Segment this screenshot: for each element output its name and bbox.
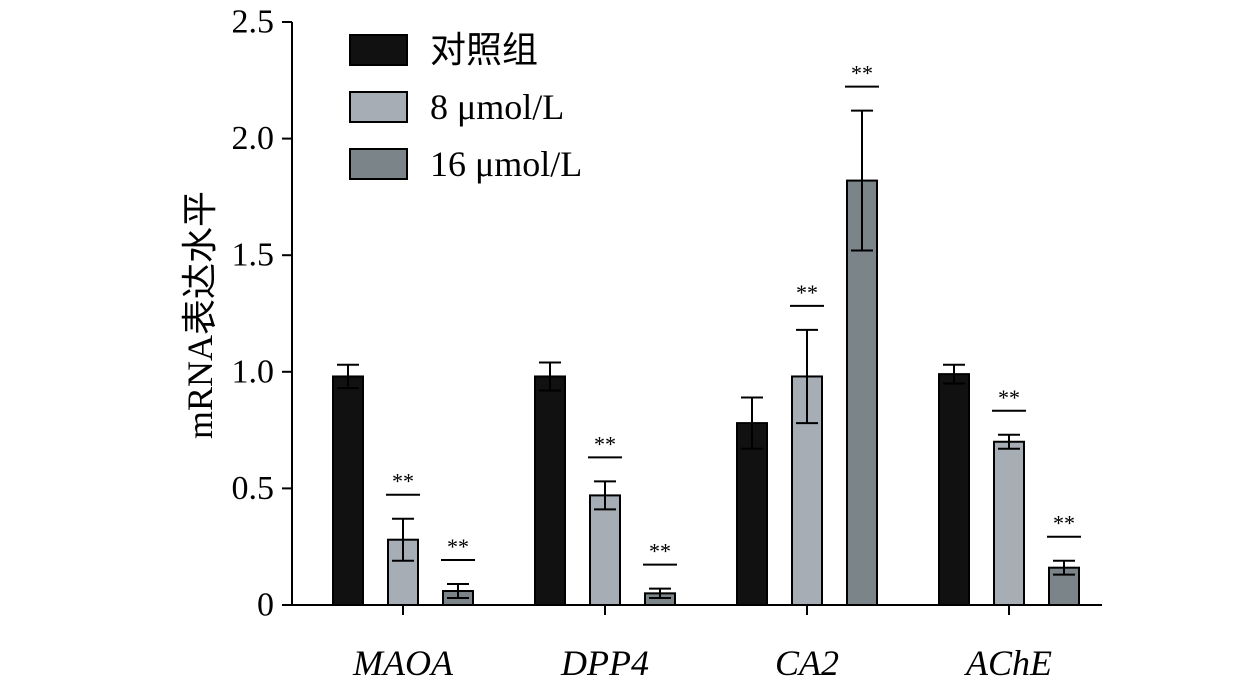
y-tick-label: 2.0 xyxy=(232,120,275,157)
bars: ** ** ** ** ** ** ** ** xyxy=(332,61,1081,607)
legend-swatch xyxy=(349,91,408,123)
bar xyxy=(993,440,1025,607)
significance-label: ** xyxy=(998,385,1020,410)
bar xyxy=(938,373,970,606)
y-tick-label: 2.5 xyxy=(232,4,275,41)
legend-label: 16 μmol/L xyxy=(430,144,582,184)
significance-label: ** xyxy=(796,280,818,305)
significance-label: ** xyxy=(851,61,873,86)
significance-label: ** xyxy=(392,469,414,494)
significance-label: ** xyxy=(594,431,616,456)
y-tick-label: 0 xyxy=(257,587,274,624)
y-tick-label: 1.0 xyxy=(232,353,275,390)
bar xyxy=(736,422,768,606)
legend: 对照组 8 μmol/L 16 μmol/L xyxy=(349,30,582,184)
y-tick-label: 0.5 xyxy=(232,470,275,507)
bar xyxy=(332,375,364,606)
legend-swatch xyxy=(349,148,408,180)
legend-label: 对照组 xyxy=(430,30,538,70)
x-tick-label: DPP4 xyxy=(560,643,649,683)
significance-label: ** xyxy=(447,534,469,559)
significance-label: ** xyxy=(1053,511,1075,536)
bar xyxy=(589,494,621,606)
y-axis-label: mRNA表达水平 xyxy=(180,191,220,439)
axes: 0 0.5 1.0 1.5 2.0 2.5 MAOA DPP4 CA2 AChE xyxy=(232,4,1102,683)
bar xyxy=(534,375,566,606)
bar xyxy=(791,375,823,606)
legend-label: 8 μmol/L xyxy=(430,87,564,127)
significance-label: ** xyxy=(649,539,671,564)
x-tick-label: MAOA xyxy=(352,643,454,683)
x-tick-label: CA2 xyxy=(775,643,839,683)
y-tick-label: 1.5 xyxy=(232,237,275,274)
x-tick-label: AChE xyxy=(964,643,1052,683)
legend-swatch xyxy=(349,34,408,66)
